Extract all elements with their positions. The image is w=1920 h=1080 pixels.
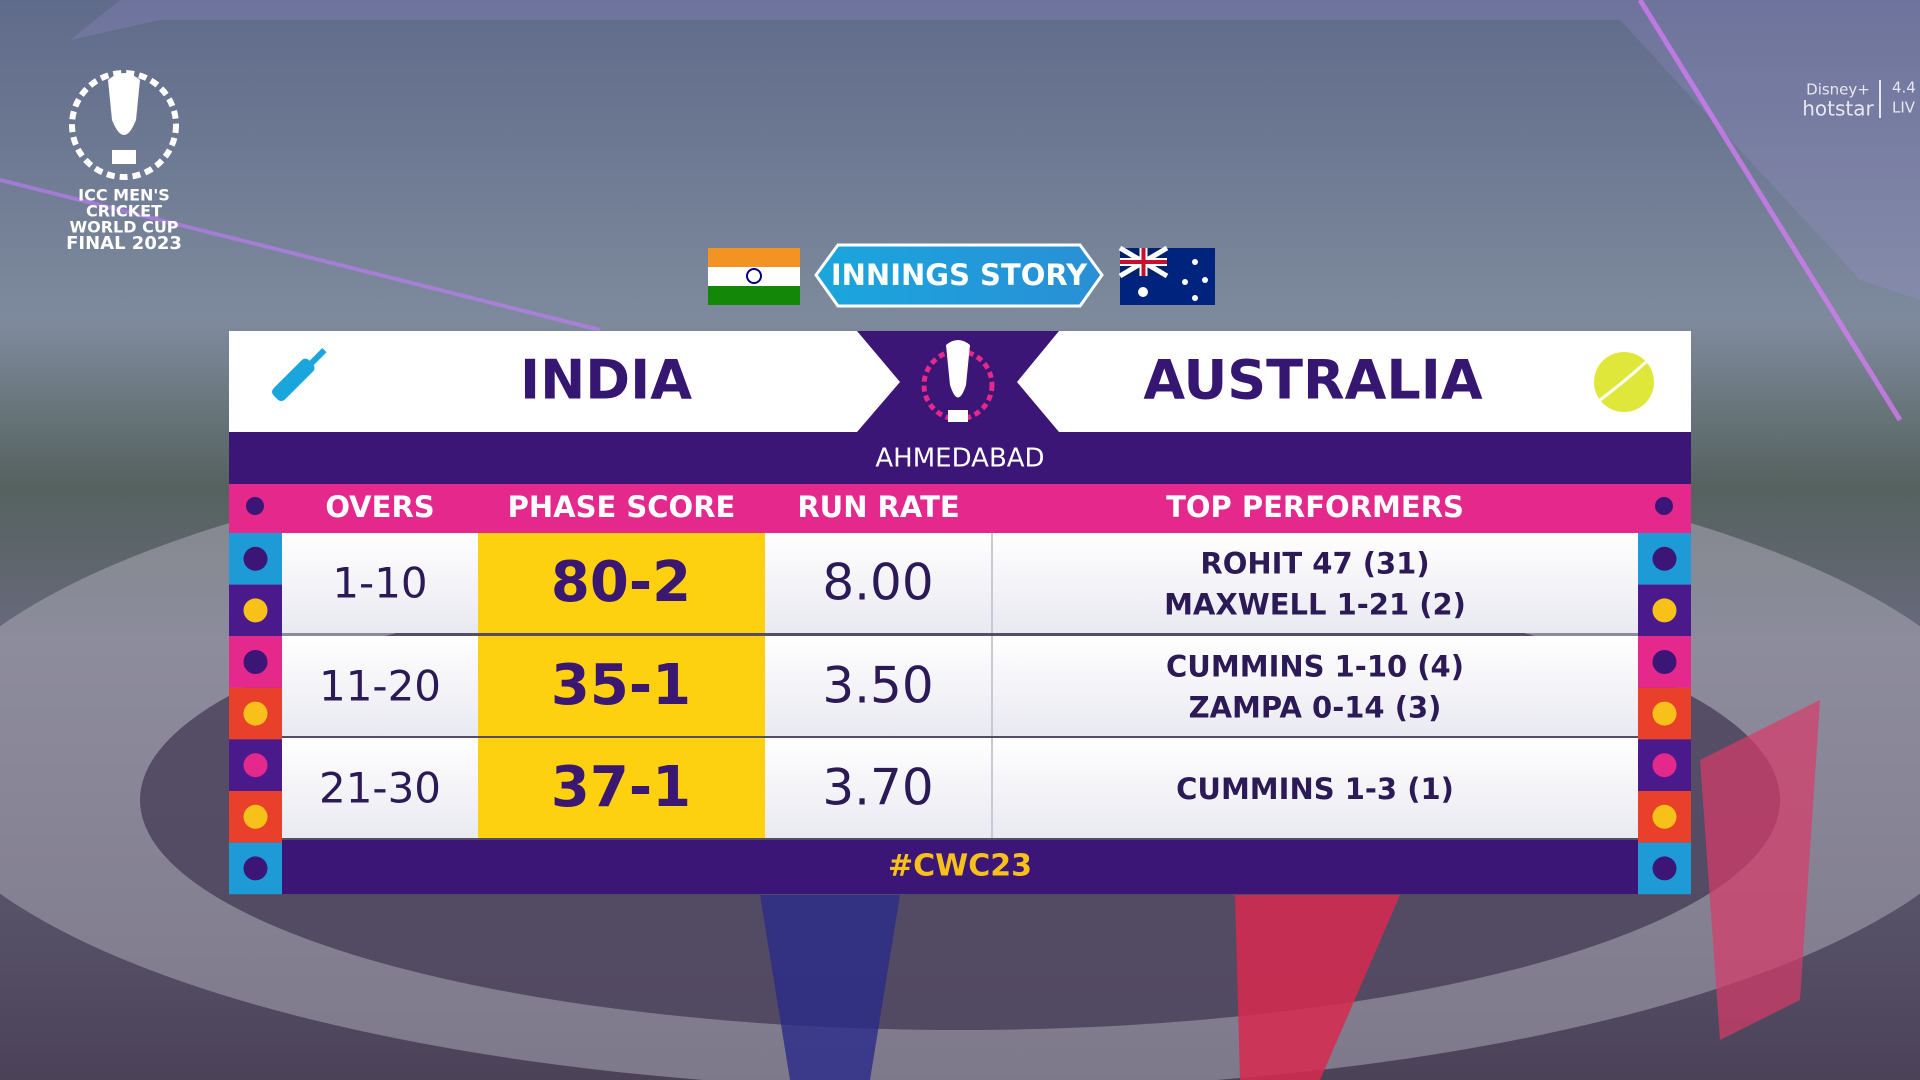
side-tile-icon <box>243 753 268 778</box>
bowling-team: AUSTRALIA <box>1143 349 1483 412</box>
flag-band <box>708 267 800 286</box>
stadium-banner <box>1235 895 1400 1080</box>
live-status: LIV <box>1892 99 1916 117</box>
hashtag: #CWC23 <box>888 849 1032 884</box>
overs: 1-10 <box>332 559 427 608</box>
side-tile-icon <box>1652 753 1677 778</box>
side-tile-icon <box>1652 856 1677 881</box>
side-tile-icon <box>1652 598 1677 623</box>
flag-star <box>1182 279 1188 285</box>
venue: AHMEDABAD <box>875 444 1044 474</box>
top-performer: CUMMINS 1-3 (1) <box>1176 772 1454 806</box>
run-rate: 8.00 <box>822 554 933 612</box>
light-beam <box>0 178 601 332</box>
bat-handle <box>308 348 327 367</box>
score-cell <box>478 738 765 838</box>
light-beam <box>1637 0 1903 422</box>
logo-text: ICC MEN'S <box>78 186 170 205</box>
logo-ring <box>69 70 179 180</box>
score-cell <box>478 636 765 736</box>
column-header: TOP PERFORMERS <box>1166 490 1464 524</box>
overs: 11-20 <box>319 662 441 711</box>
overs: 21-30 <box>319 764 441 813</box>
banner-title: INNINGS STORY <box>831 258 1088 292</box>
bat-blade <box>272 358 315 402</box>
column-header: RUN RATE <box>797 490 959 524</box>
column-header-bar <box>229 484 1691 533</box>
bat-icon <box>272 348 327 402</box>
flag-star <box>1138 287 1148 297</box>
flag-cross <box>1120 248 1167 276</box>
broadcaster-logo: Disney+ hotstar 4.4 LIV <box>1802 79 1916 121</box>
ball-icon <box>1594 352 1654 412</box>
side-tile-icon <box>1652 546 1677 571</box>
side-cap-icon <box>1655 497 1673 515</box>
side-tile-icon <box>1652 650 1677 674</box>
phase-score: 35-1 <box>551 653 691 718</box>
phase-score: 37-1 <box>551 755 691 820</box>
side-tile-icon <box>1652 701 1677 726</box>
emblem-base <box>948 410 968 422</box>
side-tile-icon <box>243 701 268 726</box>
stadium-banner <box>1700 700 1820 1040</box>
ball-seam <box>1599 360 1648 402</box>
trophy-emblem <box>921 340 995 422</box>
innings-story-banner <box>814 243 1104 308</box>
brand-name: hotstar <box>1802 97 1874 121</box>
flag-chakra <box>746 268 762 284</box>
flag-star <box>1192 259 1198 265</box>
footer-strip <box>229 840 1691 894</box>
phase-score: 80-2 <box>551 550 691 615</box>
flag-band <box>708 248 800 267</box>
top-performer: MAXWELL 1-21 (2) <box>1164 588 1466 622</box>
flag-band <box>708 286 800 305</box>
top-performer: ZAMPA 0-14 (3) <box>1189 691 1442 725</box>
logo-trophy-base <box>112 150 136 164</box>
top-performer: ROHIT 47 (31) <box>1200 547 1429 581</box>
side-tile-icon <box>243 804 268 829</box>
light-frame <box>70 0 1920 300</box>
flag-australia <box>1118 245 1215 305</box>
side-tile-icon <box>243 598 268 623</box>
flag-star <box>1202 277 1208 283</box>
top-performer: CUMMINS 1-10 (4) <box>1166 650 1464 684</box>
side-tile-icon <box>243 856 268 881</box>
venue-strip <box>229 432 1691 484</box>
version: 4.4 <box>1892 79 1916 97</box>
emblem-trophy <box>946 340 970 398</box>
brand: Disney+ <box>1806 81 1870 99</box>
logo-text: WORLD CUP <box>69 218 178 237</box>
side-cap-icon <box>246 497 264 515</box>
side-tile-icon <box>243 650 268 674</box>
batting-team: INDIA <box>520 349 692 412</box>
flag-star <box>1192 295 1198 301</box>
stadium-banner <box>760 895 900 1080</box>
column-header: OVERS <box>325 490 434 524</box>
logo-text: CRICKET <box>86 202 162 221</box>
run-rate: 3.50 <box>822 657 933 715</box>
logo-trophy <box>108 73 140 135</box>
side-tile-icon <box>243 546 268 571</box>
flag-india <box>708 248 800 305</box>
column-header: PHASE SCORE <box>508 490 736 524</box>
side-tile-icon <box>1652 804 1677 829</box>
run-rate: 3.70 <box>822 759 933 817</box>
score-cell <box>478 533 765 633</box>
logo-text: FINAL 2023 <box>66 233 182 254</box>
